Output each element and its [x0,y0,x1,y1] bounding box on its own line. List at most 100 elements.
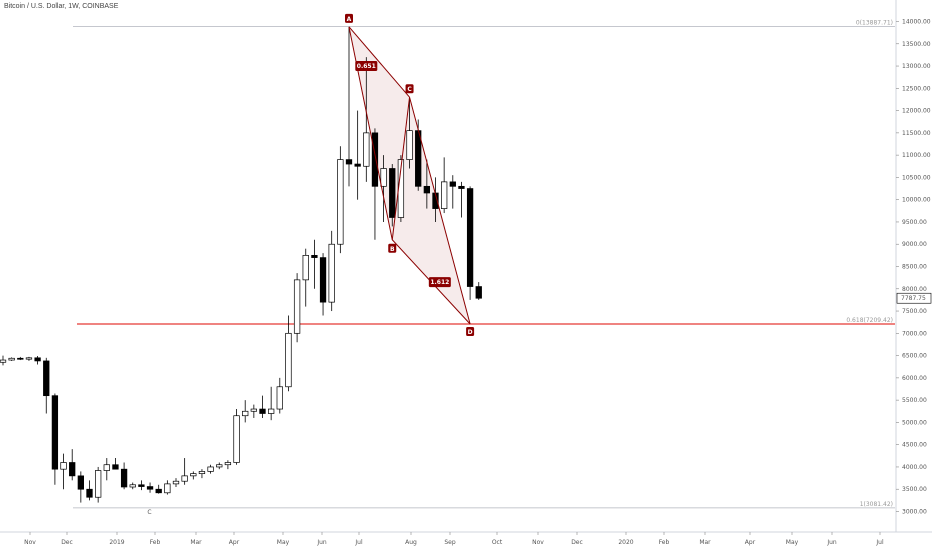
candle-body [94,470,102,498]
candle-body [216,464,223,468]
candle-body [475,286,482,299]
candle-body [328,243,335,303]
x-tick-label: Feb [150,539,161,546]
candle-body [233,415,240,463]
candle-body [354,163,361,167]
candle-body [466,188,474,287]
y-tick-label: 10000.00 [902,197,931,204]
pattern-line-cd [409,97,471,325]
candle-body [224,462,232,466]
fib-level-label: 0.618(7209.42) [846,317,893,324]
pattern-line-ac [348,26,410,98]
fib-level-label: 0(13887.71) [856,20,893,27]
candle-body [302,255,309,281]
point-marker [466,326,475,336]
candle-body [363,132,370,167]
x-tick-label: Mar [699,539,711,546]
y-tick-label: 13000.00 [902,63,931,70]
x-tick-label: Nov [24,539,36,546]
y-tick-label: 12500.00 [902,85,931,92]
candle-body [207,466,214,472]
candle-body [129,484,136,488]
point-label-c-low: C [147,509,151,516]
y-tick-label: 11500.00 [902,130,931,137]
x-tick-label: May [277,539,290,546]
candle-body [120,468,128,488]
candle-body [319,257,327,303]
x-tick-label: 2020 [618,539,633,546]
candle-body [43,360,50,397]
x-tick-label: Dec [571,539,583,546]
y-tick-label: 5000.00 [902,419,927,426]
candle-body [146,486,154,490]
candle-body [51,395,59,470]
candle-body [69,462,76,477]
x-tick-label: Feb [659,539,670,546]
point-label: B [390,246,395,253]
candle-body [190,473,197,477]
y-tick-label: 9000.00 [902,241,927,248]
x-tick-label: Aug [405,539,417,546]
y-tick-label: 3500.00 [902,486,927,493]
candle-body [0,359,7,363]
x-tick-label: Mar [190,539,202,546]
candle-body [458,185,465,189]
point-marker [388,243,397,253]
y-tick-label: 8000.00 [902,286,927,293]
x-tick-label: Jul [875,539,884,546]
y-tick-label: 7000.00 [902,330,927,337]
ratio-label: 0.651 [357,63,376,70]
candle-body [311,255,318,258]
candle-body [268,408,275,414]
candle-body [259,408,266,414]
x-tick-label: Jul [354,539,363,546]
point-label: A [347,16,352,23]
candle-body [449,181,456,187]
y-tick-label: 3000.00 [902,509,927,516]
point-marker [405,84,414,94]
candle-body [415,130,422,187]
x-tick-label: Apr [229,539,240,546]
candle-body [60,462,67,470]
candle-body [423,185,430,194]
candle-body [8,357,15,361]
candle-body [250,408,258,412]
x-tick-label: Apr [745,539,756,546]
candle-body [112,464,119,470]
x-tick-label: Jun [316,539,327,546]
pattern-line-bc [391,97,411,240]
x-tick-label: Sep [444,539,456,546]
current-price-box [896,292,932,304]
y-tick-label: 10500.00 [902,174,931,181]
current-price-label: 7787.75 [901,295,926,302]
x-tick-label: 2019 [109,539,124,546]
y-tick-label: 14000.00 [902,19,931,26]
y-tick-label: 8500.00 [902,264,927,271]
point-label: D [468,329,473,336]
candle-body [86,488,93,498]
ratio-box [355,61,378,72]
point-marker [345,13,353,23]
candle-body [441,181,448,209]
candle-body [34,357,41,362]
candle-body [337,159,344,245]
candle-body [371,132,379,187]
candle-body [155,488,162,494]
x-tick-label: Nov [532,539,544,546]
candle-body [285,332,292,388]
y-tick-label: 13500.00 [902,41,931,48]
y-tick-label: 6000.00 [902,375,927,382]
candle-body [138,484,145,487]
candle-body [293,279,301,334]
candle-body [406,130,413,160]
y-tick-label: 12000.00 [902,108,931,115]
candle-body [164,483,171,494]
y-tick-label: 4000.00 [902,464,927,471]
y-tick-label: 9500.00 [902,219,927,226]
candle-body [276,386,283,410]
candle-body [242,410,249,417]
candle-body [103,464,110,471]
candle-body [198,471,206,474]
candle-body [380,168,387,187]
